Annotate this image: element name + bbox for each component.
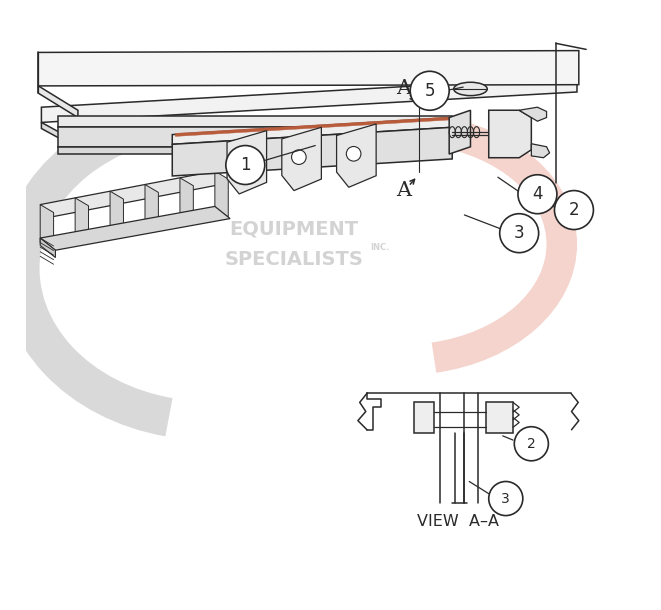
Polygon shape xyxy=(75,198,89,243)
Text: 1: 1 xyxy=(240,156,251,174)
Polygon shape xyxy=(486,403,513,433)
Polygon shape xyxy=(531,144,549,158)
Polygon shape xyxy=(58,147,452,154)
Polygon shape xyxy=(215,171,228,217)
Circle shape xyxy=(346,146,361,161)
Circle shape xyxy=(500,214,539,253)
Polygon shape xyxy=(38,51,579,86)
Polygon shape xyxy=(38,86,78,118)
Polygon shape xyxy=(282,127,321,190)
Polygon shape xyxy=(110,191,124,237)
Polygon shape xyxy=(145,184,159,230)
FancyArrowPatch shape xyxy=(410,95,414,101)
Polygon shape xyxy=(519,107,547,121)
Polygon shape xyxy=(40,238,56,257)
Text: SPECIALISTS: SPECIALISTS xyxy=(225,250,364,269)
Polygon shape xyxy=(449,110,471,154)
Polygon shape xyxy=(42,123,75,147)
Circle shape xyxy=(488,481,523,515)
Text: 4: 4 xyxy=(532,185,543,203)
Text: EQUIPMENT: EQUIPMENT xyxy=(229,220,358,239)
Circle shape xyxy=(410,71,449,110)
Polygon shape xyxy=(173,118,452,145)
Circle shape xyxy=(226,146,265,184)
Polygon shape xyxy=(227,131,266,194)
Polygon shape xyxy=(488,110,531,158)
Polygon shape xyxy=(336,124,376,187)
Polygon shape xyxy=(180,178,193,223)
Text: A: A xyxy=(396,181,411,200)
Circle shape xyxy=(514,427,549,461)
Polygon shape xyxy=(175,117,449,137)
Circle shape xyxy=(292,150,306,165)
Polygon shape xyxy=(40,204,54,250)
Polygon shape xyxy=(58,127,452,147)
Polygon shape xyxy=(42,77,577,123)
Polygon shape xyxy=(414,403,434,433)
Polygon shape xyxy=(40,206,230,250)
Text: 2: 2 xyxy=(568,201,579,219)
Text: 5: 5 xyxy=(424,82,435,100)
Circle shape xyxy=(555,190,594,229)
Polygon shape xyxy=(40,171,227,217)
Circle shape xyxy=(237,153,251,168)
Ellipse shape xyxy=(453,82,487,96)
Polygon shape xyxy=(173,127,452,176)
Text: INC.: INC. xyxy=(370,243,389,252)
Polygon shape xyxy=(58,117,452,127)
Text: 3: 3 xyxy=(514,224,524,242)
Text: 2: 2 xyxy=(527,437,535,451)
Circle shape xyxy=(518,174,557,213)
Text: 3: 3 xyxy=(502,492,510,506)
Text: VIEW  A–A: VIEW A–A xyxy=(417,514,499,528)
Text: A: A xyxy=(396,79,411,98)
FancyArrowPatch shape xyxy=(410,179,414,184)
